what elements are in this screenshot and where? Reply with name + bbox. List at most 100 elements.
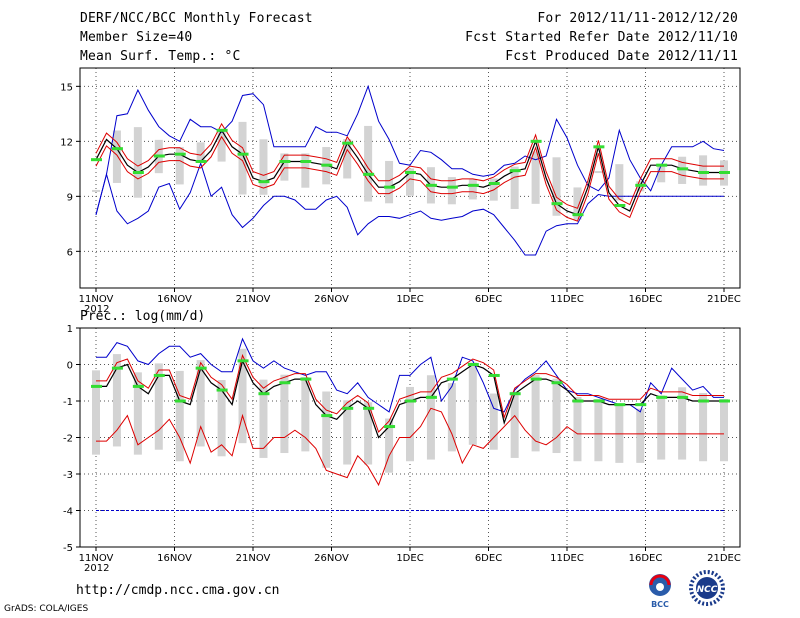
ensemble-box — [489, 393, 498, 450]
ensemble-box — [343, 400, 352, 465]
x-tick-label: 21NOV — [236, 553, 271, 564]
median-marker — [342, 141, 354, 145]
median-marker — [635, 403, 647, 407]
ensemble-boxes — [92, 348, 728, 473]
ensemble-box — [301, 377, 310, 452]
x-tick-label: 6DEC — [475, 294, 502, 305]
median-marker — [132, 384, 144, 388]
x-tick-label: 11DEC — [550, 553, 584, 564]
median-marker — [677, 167, 689, 171]
median-marker — [698, 399, 710, 403]
median-marker — [258, 392, 270, 396]
median-marker — [530, 377, 542, 381]
median-marker — [153, 154, 165, 158]
ensemble-box — [92, 370, 100, 455]
median-marker — [258, 180, 270, 184]
median-marker — [572, 399, 584, 403]
median-marker — [509, 392, 521, 396]
median-marker — [509, 169, 521, 173]
x-tick-label: 11NOV — [79, 294, 114, 305]
median-marker — [677, 395, 689, 399]
median-marker — [719, 171, 730, 174]
median-marker — [551, 381, 563, 385]
y-tick-label: -3 — [63, 470, 73, 481]
median-marker — [614, 204, 626, 207]
median-marker — [237, 359, 249, 363]
max-line — [95, 84, 725, 215]
y-tick-label: 0 — [67, 361, 73, 372]
x-tick-label: 1DEC — [396, 294, 423, 305]
ensemble-box — [699, 392, 708, 462]
ensemble-box — [573, 396, 582, 462]
median-marker — [384, 185, 396, 189]
median-marker — [446, 377, 458, 381]
x-tick-label: 11DEC — [550, 294, 584, 305]
median-marker — [132, 171, 144, 174]
median-marker — [488, 373, 500, 377]
precip-variable-label: Prec.: log(mm/d) — [80, 309, 205, 324]
ensemble-box — [238, 121, 247, 195]
y-tick-label: -5 — [63, 543, 73, 554]
y-tick-label: 1 — [67, 324, 73, 335]
ensemble-box — [594, 171, 603, 174]
ensemble-box — [447, 383, 456, 452]
ensemble-box — [552, 378, 561, 454]
ensemble-box — [364, 402, 373, 465]
median-marker — [425, 395, 437, 399]
ensemble-box — [531, 375, 540, 452]
median-marker — [237, 152, 249, 156]
ensemble-box — [636, 408, 645, 463]
x-tick-label: 11NOV — [79, 553, 114, 564]
ensemble-box — [280, 153, 289, 181]
median-marker — [614, 403, 626, 407]
lower-spread-line — [95, 135, 724, 222]
median-marker — [593, 399, 605, 403]
x-tick-label: 16DEC — [629, 294, 663, 305]
median-marker — [405, 171, 416, 174]
ensemble-box — [259, 139, 268, 195]
median-marker — [572, 213, 584, 217]
median-marker — [195, 366, 207, 370]
median-marker — [279, 160, 291, 163]
ensemble-box — [531, 151, 540, 204]
ensemble-box — [154, 363, 163, 450]
median-marker — [153, 373, 165, 377]
x-tick-label: 16NOV — [157, 553, 192, 564]
chart-title: DERF/NCC/BCC Monthly Forecast — [80, 11, 313, 26]
ensemble-box — [573, 187, 582, 220]
y-tick-label: -4 — [63, 507, 73, 518]
y-tick-label: -2 — [63, 434, 73, 445]
ensemble-box — [175, 147, 184, 185]
median-marker — [635, 183, 647, 187]
y-tick-label: 6 — [67, 247, 73, 258]
median-marker — [321, 414, 333, 418]
median-marker — [446, 185, 458, 189]
ensemble-box — [238, 348, 247, 444]
temp-variable-label: Mean Surf. Temp.: °C — [80, 49, 241, 64]
ensemble-box — [657, 165, 666, 183]
ensemble-box — [447, 177, 456, 205]
x-tick-label: 21DEC — [707, 294, 741, 305]
median-marker — [719, 399, 730, 403]
logos: BCC NCC — [649, 570, 725, 609]
ensemble-box — [720, 398, 728, 462]
median-marker — [467, 363, 479, 366]
median-marker — [91, 384, 102, 388]
median-marker — [425, 183, 437, 187]
ensemble-box — [133, 372, 142, 455]
ensemble-box — [112, 354, 121, 447]
ensemble-box — [552, 157, 561, 216]
median-marker — [111, 366, 123, 370]
ensemble-box — [406, 168, 414, 196]
ensemble-box — [510, 391, 519, 458]
grads-credit: GrADS: COLA/IGES — [4, 604, 89, 614]
min-line — [95, 161, 724, 256]
bcc-logo-text: BCC — [651, 600, 669, 609]
source-url[interactable]: http://cmdp.ncc.cma.gov.cn — [76, 583, 280, 598]
ensemble-box — [196, 142, 205, 163]
ensemble-box — [468, 179, 477, 200]
median-marker — [363, 172, 375, 176]
